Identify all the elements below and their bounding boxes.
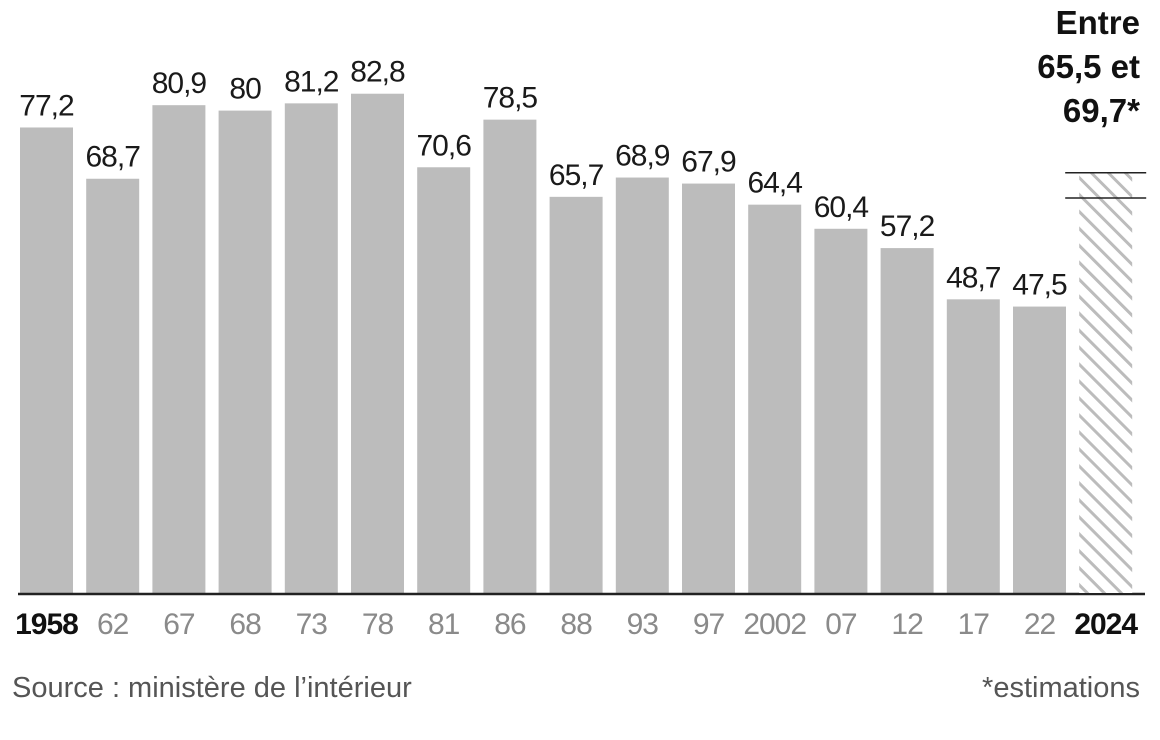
value-label-73: 81,2 [284,65,339,98]
value-label-17: 48,7 [946,261,1001,294]
value-label-2002: 64,4 [748,167,803,200]
tick-label-73: 73 [296,608,328,641]
value-label-62: 68,7 [86,141,141,174]
bar-67 [152,105,206,593]
estimations-footnote: *estimations [982,672,1140,704]
source-note: Source : ministère de l’intérieur [12,672,412,704]
bars-group [20,93,1066,594]
value-label-67: 80,9 [152,67,207,100]
bar-22 [1013,306,1066,593]
value-label-68: 80 [229,73,261,106]
estimate-label-line-3: 69,7* [1063,92,1140,129]
tick-label-68: 68 [229,608,261,641]
value-label-97: 67,9 [681,146,736,179]
bar-68 [218,110,272,593]
value-labels-group: 77,2 68,7 80,9 80 81,2 82,8 70,6 78,5 65,7 68,9 67… [19,56,1068,302]
bar-2024-estimate [1079,172,1133,594]
bar-81 [417,167,471,594]
bar-2002 [748,204,802,593]
bar-86 [483,119,537,594]
tick-labels-group: 1958 62 67 68 73 78 81 86 88 93 97 2002 07 12 17 22 2024 [15,608,1139,641]
value-label-81: 70,6 [417,129,472,162]
value-label-78: 82,8 [350,56,405,89]
bar-93 [615,177,669,593]
bar-17 [946,299,1000,593]
turnout-bar-chart: 77,2 68,7 80,9 80 81,2 82,8 70,6 78,5 65,7 68,9 67… [15,4,1147,641]
bar-97 [682,183,735,594]
value-label-1958: 77,2 [19,89,74,122]
tick-label-93: 93 [627,608,659,641]
estimate-label-line-2: 65,5 et [1037,48,1140,85]
tick-label-78: 78 [362,608,394,641]
value-label-07: 60,4 [814,191,869,224]
tick-label-97: 97 [693,608,725,641]
value-label-93: 68,9 [615,140,670,173]
bar-78 [351,93,404,593]
bar-07 [814,228,868,593]
value-label-22: 47,5 [1012,269,1067,302]
tick-label-2024: 2024 [1074,608,1138,641]
tick-label-88: 88 [560,608,592,641]
tick-label-22: 22 [1024,608,1056,641]
tick-label-07: 07 [825,608,857,641]
tick-label-17: 17 [958,608,990,641]
estimate-group: Entre 65,5 et 69,7* [1037,4,1147,594]
bar-88 [549,196,603,594]
estimate-label-line-1: Entre [1056,4,1140,41]
tick-label-1958: 1958 [15,608,78,641]
tick-label-86: 86 [494,608,526,641]
tick-label-62: 62 [97,608,129,641]
tick-label-2002: 2002 [743,608,806,641]
bar-1958 [20,127,73,593]
bar-73 [284,103,338,593]
tick-label-81: 81 [428,608,460,641]
tick-label-67: 67 [163,608,195,641]
value-label-12: 57,2 [880,210,935,243]
value-label-88: 65,7 [549,159,604,192]
value-label-86: 78,5 [483,82,538,115]
bar-62 [86,178,140,593]
tick-label-12: 12 [891,608,923,641]
bar-12 [880,248,934,594]
